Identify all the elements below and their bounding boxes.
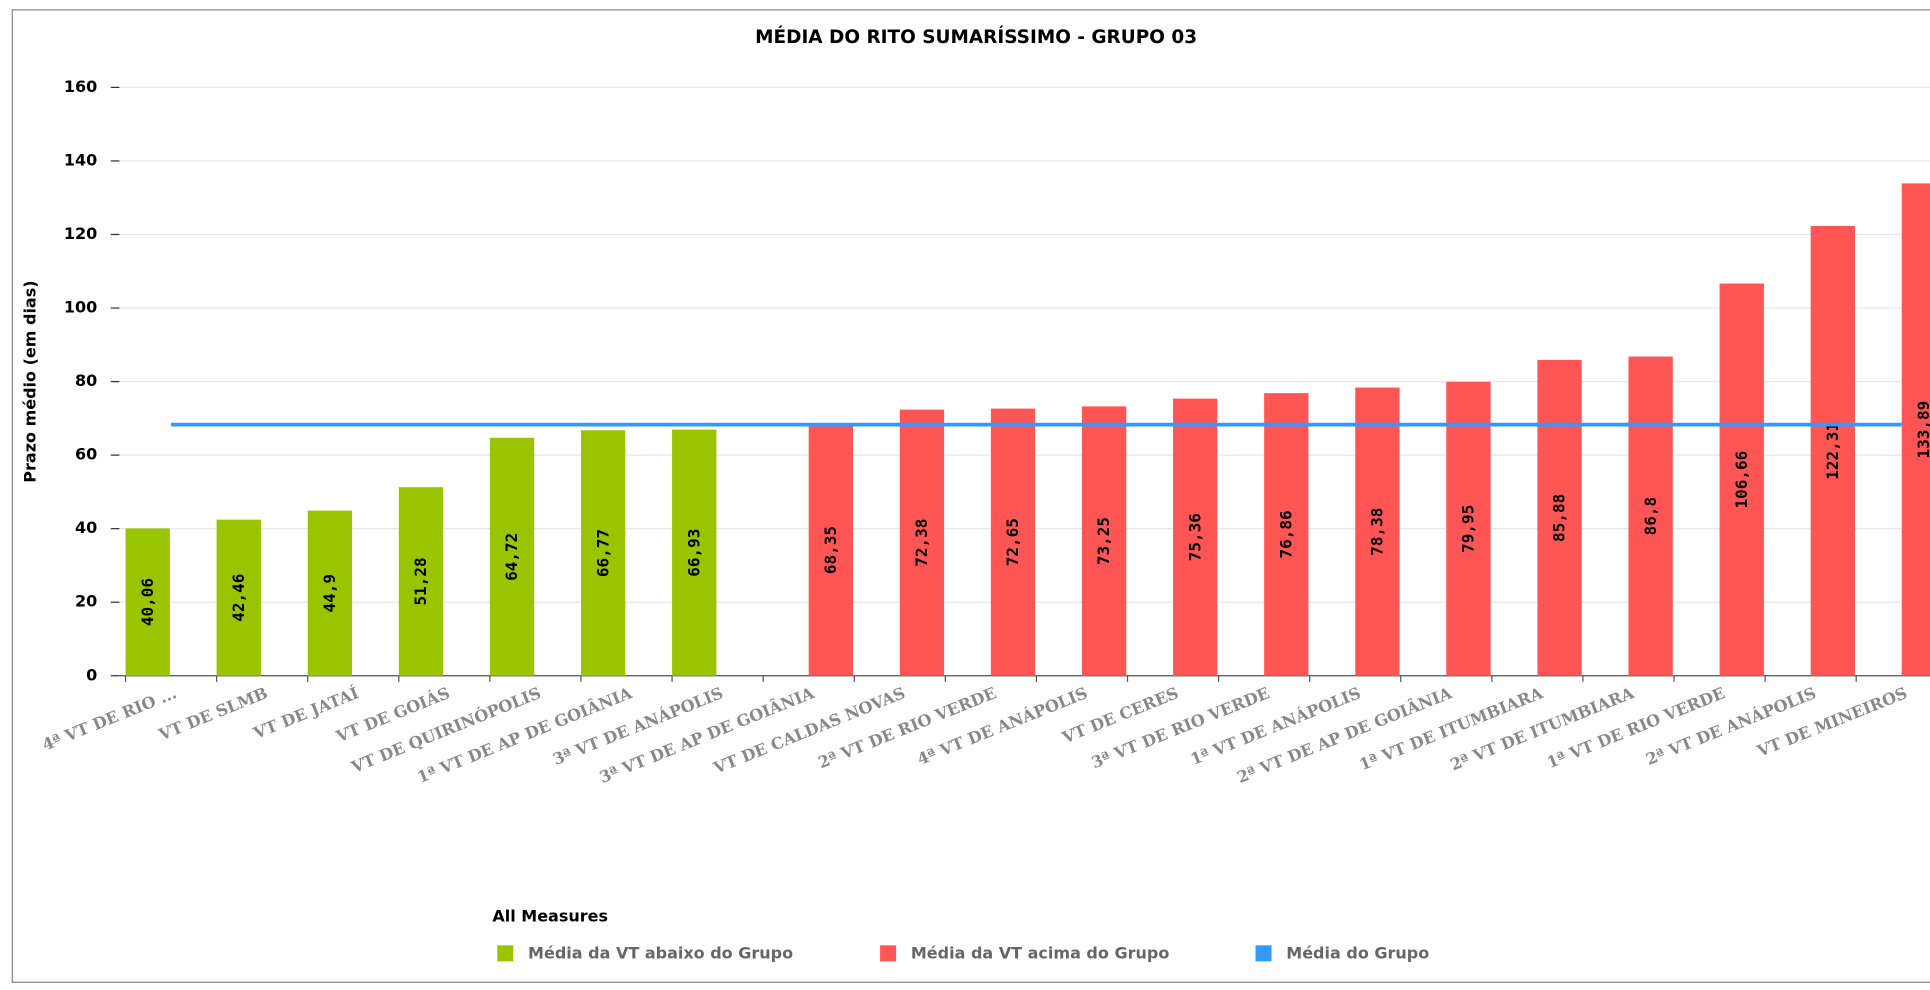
bar: [1081, 406, 1127, 676]
y-tick-label: 140: [64, 150, 97, 169]
bar: [1537, 359, 1582, 676]
bar: [125, 528, 170, 676]
y-tick-label: 0: [86, 665, 97, 684]
value-label: 79,95: [1459, 505, 1478, 553]
y-tick-label: 160: [64, 77, 97, 96]
y-tick-label: 80: [75, 371, 97, 390]
y-tick-label: 20: [75, 592, 97, 611]
y-tick-label: 120: [64, 224, 97, 243]
value-label: 78,38: [1367, 508, 1386, 556]
bar: [899, 409, 945, 676]
value-label: 73,25: [1094, 517, 1113, 565]
value-label: 66,93: [684, 529, 703, 577]
legend-label: Média da VT abaixo do Grupo: [528, 943, 793, 962]
bar: [489, 437, 535, 676]
bar: [808, 424, 854, 676]
legend-swatch: [1255, 945, 1272, 962]
value-label: 42,46: [229, 574, 248, 622]
bar: [1628, 356, 1673, 676]
bar: [1901, 183, 1930, 676]
value-label: 76,86: [1276, 510, 1295, 558]
bar: [1719, 283, 1764, 676]
y-tick-label: 100: [64, 298, 97, 317]
value-label: 51,28: [411, 557, 430, 605]
bar: [398, 487, 444, 676]
bar: [672, 429, 717, 676]
bar: [1173, 398, 1218, 676]
value-label: 40,06: [138, 578, 157, 626]
y-tick-label: 60: [75, 445, 97, 464]
value-label: 85,88: [1550, 494, 1569, 542]
bar: [990, 408, 1036, 676]
bar: [1355, 387, 1400, 676]
value-label: 106,66: [1732, 451, 1751, 509]
bar: [1810, 225, 1855, 676]
legend-label: Média do Grupo: [1286, 943, 1429, 962]
y-tick-label: 40: [75, 518, 97, 537]
chart-body: MÉDIA DO RITO SUMARÍSSIMO - GRUPO 03 Pra…: [11, 9, 1930, 983]
value-label: 75,36: [1185, 513, 1204, 561]
y-axis-label: Prazo médio (em dias): [20, 280, 39, 482]
bar: [580, 430, 626, 676]
legend-label: Média da VT acima do Grupo: [911, 943, 1169, 962]
legend-swatch: [497, 945, 514, 962]
frame: [11, 9, 1930, 983]
value-label: 72,65: [1003, 518, 1022, 566]
value-label: 44,9: [320, 574, 339, 613]
value-label: 64,72: [502, 533, 521, 581]
bar: [216, 519, 261, 676]
legend-swatch: [880, 945, 897, 962]
value-label: 133,89: [1914, 401, 1930, 459]
legend-title: All Measures: [492, 907, 608, 926]
chart-title: MÉDIA DO RITO SUMARÍSSIMO - GRUPO 03: [755, 26, 1197, 48]
value-label: 66,77: [593, 529, 612, 577]
bar: [307, 510, 353, 676]
bar: [1446, 381, 1491, 676]
value-label: 86,8: [1641, 497, 1660, 536]
bar: [1264, 393, 1309, 676]
value-label: 68,35: [821, 526, 840, 574]
value-label: 72,38: [912, 519, 931, 567]
value-label: 122,31: [1823, 422, 1842, 480]
